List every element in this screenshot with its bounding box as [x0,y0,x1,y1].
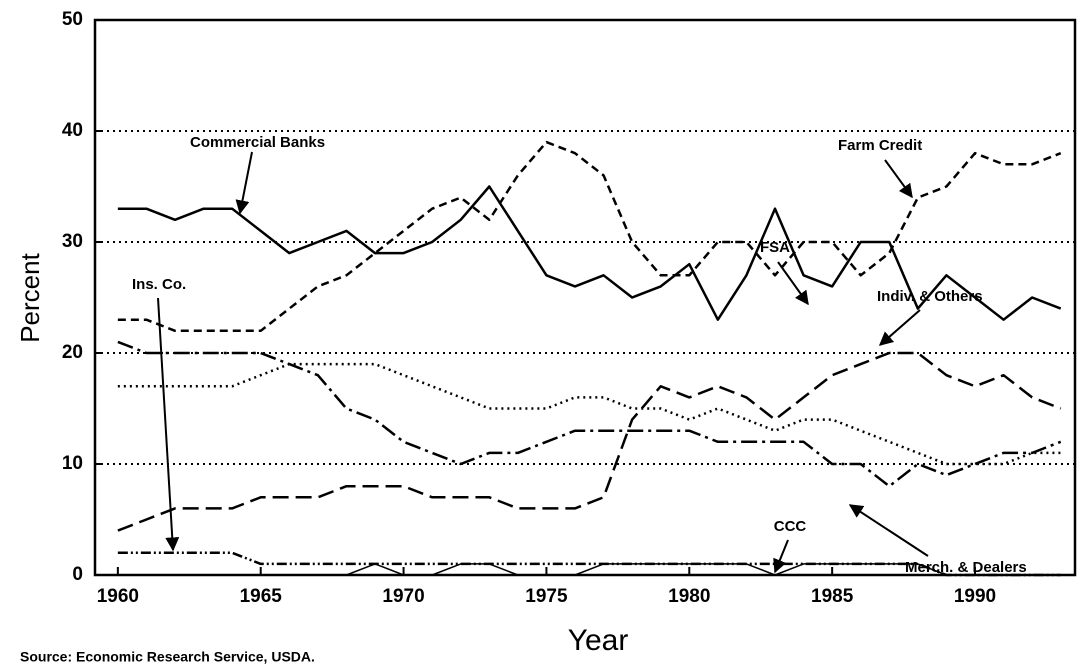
x-tick-label: 1985 [811,586,854,607]
plot-frame [93,18,1077,577]
x-tick-label: 1960 [97,586,139,607]
series-line [117,351,1062,532]
series-line [117,362,1061,466]
series-line [117,563,1061,576]
series-line [117,185,1062,321]
annotation-arrow [848,504,929,557]
series-annotation: FSA [760,239,790,256]
annotation-arrow [235,151,253,215]
series-annotation: Ins. Co. [132,276,186,293]
y-tick-label: 50 [62,9,83,30]
series-line [117,140,1062,333]
series-annotation: Commercial Banks [190,134,325,151]
x-tick-label: 1990 [954,586,996,607]
x-tick-label: 1975 [525,586,568,607]
series-annotation: Farm Credit [838,137,922,154]
y-tick-label: 10 [62,453,83,474]
annotation-arrow [157,297,180,552]
source-note: Source: Economic Research Service, USDA. [20,649,315,665]
annotation-arrow [773,539,789,574]
series-line [117,340,1062,488]
annotation-arrow [878,309,921,346]
annotation-arrow [777,261,809,306]
x-tick-label: 1980 [668,586,710,607]
series-annotation: CCC [774,518,807,535]
x-tick-label: 1965 [240,586,283,607]
x-axis-label: Year [568,624,629,657]
y-axis-label: Percent [15,252,45,342]
annotation-arrow [884,159,913,199]
series-annotation: Merch. & Dealers [905,559,1027,576]
y-tick-label: 0 [72,564,83,585]
y-tick-label: 40 [62,120,83,141]
y-tick-label: 30 [62,231,83,252]
series-annotation: Indiv. & Others [877,288,983,305]
x-tick-label: 1970 [382,586,424,607]
y-tick-label: 20 [62,342,83,363]
